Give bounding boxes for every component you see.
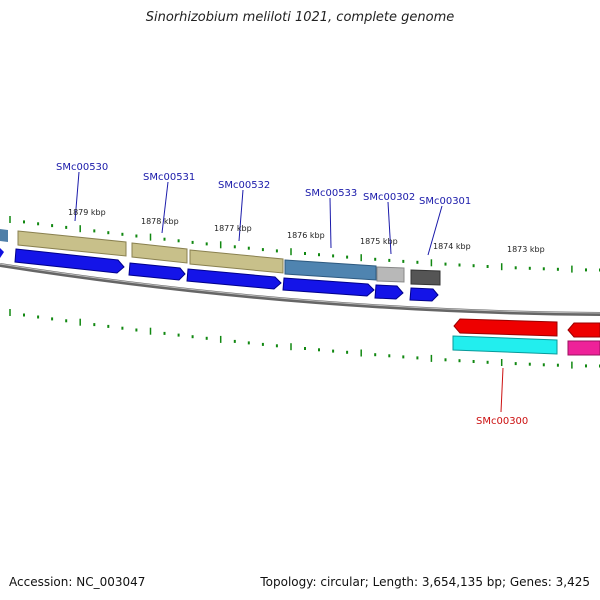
kbp-label: 1879 kbp (68, 208, 106, 217)
gene-label-smc00532[interactable]: SMc00532 (218, 180, 270, 191)
gene-arrow[interactable] (374, 284, 404, 300)
gene-label-smc00302[interactable]: SMc00302 (363, 192, 415, 203)
kbp-label: 1876 kbp (287, 231, 325, 240)
kbp-labels: 1879 kbp 1878 kbp 1877 kbp 1876 kbp 1875… (68, 208, 545, 254)
gene-label-smc00300[interactable]: SMc00300 (476, 416, 528, 427)
upper-tick-track (9, 216, 600, 273)
gene-arrow[interactable] (567, 322, 600, 338)
genome-backbone (0, 263, 600, 316)
gene-arrow[interactable] (14, 248, 125, 274)
feature-bar[interactable] (376, 266, 405, 283)
feature-bar[interactable] (284, 259, 377, 281)
kbp-label: 1875 kbp (360, 237, 398, 246)
gene-label-smc00533[interactable]: SMc00533 (305, 188, 357, 199)
kbp-label: 1874 kbp (433, 242, 471, 251)
genome-backbone-highlight (0, 263, 600, 314)
kbp-label: 1877 kbp (214, 224, 252, 233)
feature-bar[interactable] (567, 340, 600, 356)
lower-tick-track (9, 309, 600, 369)
feature-bar[interactable] (452, 335, 558, 355)
feature-track-lower (452, 318, 600, 356)
feature-bar[interactable] (131, 242, 188, 264)
feature-bar[interactable] (17, 230, 127, 257)
gene-label-smc00531[interactable]: SMc00531 (143, 172, 195, 183)
feature-bar[interactable] (189, 249, 284, 274)
gene-callout-lines (74, 171, 504, 413)
gene-arrow[interactable] (282, 277, 375, 297)
kbp-label: 1878 kbp (141, 217, 179, 226)
gene-labels: SMc00530 SMc00531 SMc00532 SMc00533 SMc0… (56, 162, 528, 427)
page-title: Sinorhizobium meliloti 1021, complete ge… (145, 10, 455, 25)
kbp-label: 1873 kbp (507, 245, 545, 254)
gene-arrow-track-upper (0, 248, 439, 302)
gene-arrow[interactable] (128, 262, 186, 281)
gene-arrow[interactable] (409, 287, 439, 302)
feature-track-upper (0, 229, 441, 286)
topology-text: Topology: circular; Length: 3,654,135 bp… (260, 575, 590, 589)
feature-bar[interactable] (410, 269, 441, 286)
gene-arrow[interactable] (186, 268, 282, 290)
gene-label-smc00301[interactable]: SMc00301 (419, 196, 471, 207)
gene-label-smc00530[interactable]: SMc00530 (56, 162, 108, 173)
feature-bar[interactable] (0, 229, 8, 242)
accession-text: Accession: NC_003047 (9, 575, 146, 589)
gene-arrow[interactable] (453, 318, 558, 337)
gene-arrow[interactable] (0, 248, 4, 258)
